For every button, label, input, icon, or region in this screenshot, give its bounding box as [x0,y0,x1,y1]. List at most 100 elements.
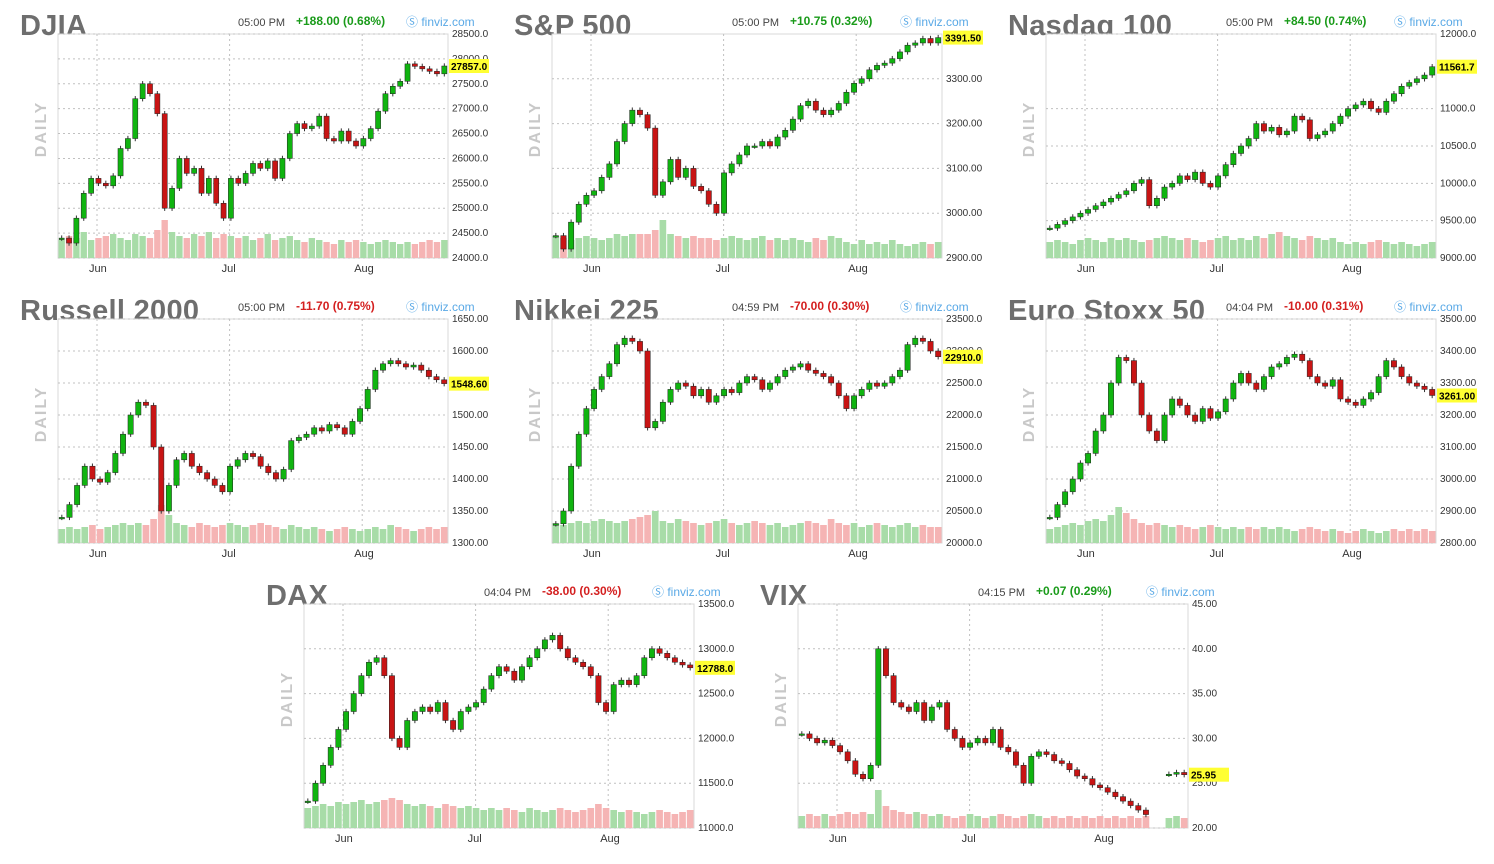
candle-body [1092,205,1099,210]
volume-bar [310,527,318,543]
candle-body [606,363,613,377]
candle-body [1062,491,1069,505]
candle-body [1161,414,1168,441]
volume-bar [95,238,102,258]
source-link[interactable]: Ⓢ finviz.com [406,300,475,314]
volume-bar [1020,816,1027,828]
volume-bar [613,523,621,543]
candle-body [912,42,919,46]
candle-body [181,453,188,461]
volume-bar [303,529,310,543]
source-link[interactable]: Ⓢ finviz.com [1394,15,1463,29]
volume-bar [1375,240,1382,258]
candle-body [1108,198,1114,203]
volume-bar [636,234,644,258]
volume-bar [927,527,934,543]
volume-bar [518,812,526,828]
volume-bar [510,810,518,828]
y-tick-label: 2900.00 [946,253,983,264]
volume-bar [1413,531,1421,543]
volume-bar [342,804,350,828]
candle-body [367,128,374,139]
volume-bar [1081,816,1089,828]
candle-body [74,485,81,505]
volume-bar [1337,242,1344,258]
x-tick-label: Jun [583,548,601,560]
candle-body [1261,123,1267,132]
y-tick-label: 27500.0 [452,79,489,90]
y-tick-label: 26500.0 [452,129,489,140]
candle-body [1192,171,1199,180]
source-link[interactable]: Ⓢ finviz.com [1394,300,1463,314]
source-link[interactable]: Ⓢ finviz.com [900,15,969,29]
volume-bar [1184,238,1191,258]
candle-body [95,178,102,184]
candle-body [511,670,518,681]
source-link[interactable]: Ⓢ finviz.com [1146,585,1215,599]
candle-body [366,661,372,676]
candle-body [1035,751,1042,757]
volume-bar [1214,238,1222,258]
candle-body [583,195,590,205]
candle-body [721,389,727,397]
candle-body [1306,360,1313,377]
y-tick-label: 24000.0 [452,253,489,264]
volume-bar [335,802,342,828]
y-tick-label: 3100.00 [946,163,983,174]
volume-bar [304,808,312,828]
y-tick-label: 12500.0 [698,689,735,700]
chart-panel-0: DJIA 05:00 PM +188.00 (0.68%) Ⓢ finviz.com 2… [20,10,496,288]
candle-body [1352,401,1359,406]
volume-bar [1268,234,1275,258]
volume-bar [249,240,257,258]
volume-bar [96,529,104,543]
candle-body [1299,115,1306,121]
volume-bar [1035,816,1043,828]
volume-bar [323,242,330,258]
volume-bar [606,238,613,258]
candle-body [350,693,357,712]
last-price-box [449,376,489,391]
volume-bar [1104,818,1112,828]
volume-bar [242,527,249,543]
volume-bar [1428,242,1436,258]
y-tick-label: 40.00 [1192,644,1217,655]
candle-body [913,702,920,712]
volume-bar [1306,527,1314,543]
candle-body [1066,763,1073,771]
volume-bar [1360,244,1367,258]
candle-body [250,453,256,457]
candle-body [898,702,905,708]
candle-body [598,177,605,192]
candle-body [73,217,80,244]
candle-body [242,173,249,184]
volume-bar [812,238,820,258]
volume-bar [583,236,590,258]
volume-bar [388,798,396,828]
volume-bar [139,236,146,258]
volume-bar [434,808,442,828]
candle-body [1165,773,1172,776]
source-link[interactable]: Ⓢ finviz.com [652,585,721,599]
candle-body [158,446,165,512]
candle-body [1074,769,1081,777]
volume-bar [686,810,694,828]
candle-body [425,369,432,377]
volume-bar [312,806,319,828]
volume-bar [356,531,364,543]
last-price-label: 11561.7 [1439,63,1475,74]
y-tick-label: 3400.00 [1440,346,1477,357]
candle-body [675,382,682,390]
volume-bar [1089,818,1096,828]
candle-body [874,382,880,387]
volume-bar [852,814,859,828]
candle-body [867,765,874,779]
source-link[interactable]: Ⓢ finviz.com [406,15,475,29]
y-tick-label: 1400.00 [452,474,489,485]
y-tick-label: 1500.00 [452,410,489,421]
volume-bar [1050,816,1058,828]
candle-body [690,168,697,187]
candle-body [919,38,926,44]
source-link[interactable]: Ⓢ finviz.com [900,300,969,314]
volume-bar [590,238,598,258]
